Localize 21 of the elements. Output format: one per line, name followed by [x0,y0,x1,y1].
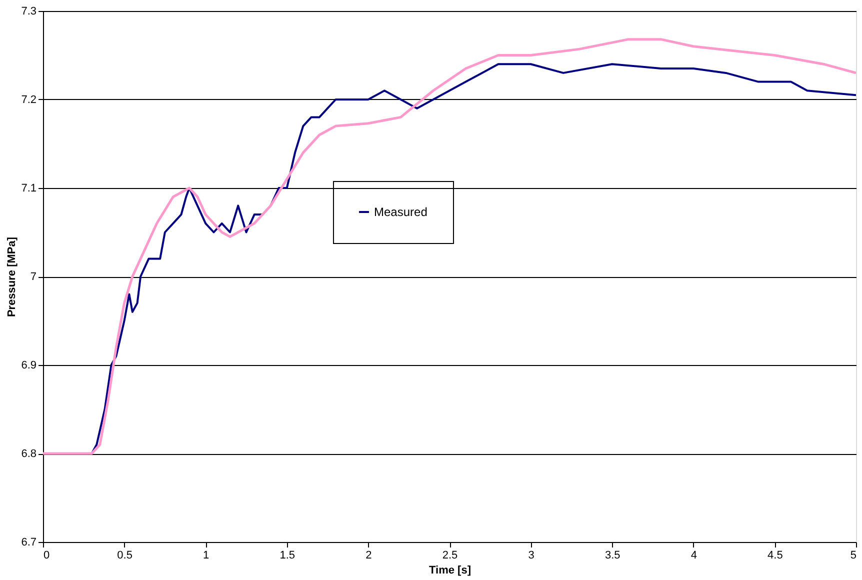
x-tick-label: 2 [366,550,372,562]
x-tick-label: 0.5 [117,550,132,562]
y-tick-label: 7 [30,271,36,283]
x-tick-label: 1.5 [280,550,296,562]
x-tick-label: 2.5 [442,550,458,562]
x-tick-label: 3.5 [604,550,620,562]
x-tick-label: 3 [528,550,534,562]
x-tick-label: 0 [44,550,50,562]
y-tick-label: 7.2 [21,94,36,106]
x-tick-label: 1 [203,550,210,562]
x-axis-title: Time [s] [429,564,472,576]
x-tick-label: 4 [690,550,697,562]
y-tick-label: 6.9 [21,360,36,372]
y-axis-title: Pressure [MPa] [6,236,18,318]
x-tick-label: 5 [850,550,856,562]
legend-label: Measured [374,205,428,219]
y-tick-label: 7.3 [21,6,36,18]
x-tick-label: 4.5 [768,550,783,562]
y-tick-label: 7.1 [21,182,36,194]
y-tick-label: 6.8 [21,448,36,460]
y-tick-label: 6.7 [21,536,36,548]
